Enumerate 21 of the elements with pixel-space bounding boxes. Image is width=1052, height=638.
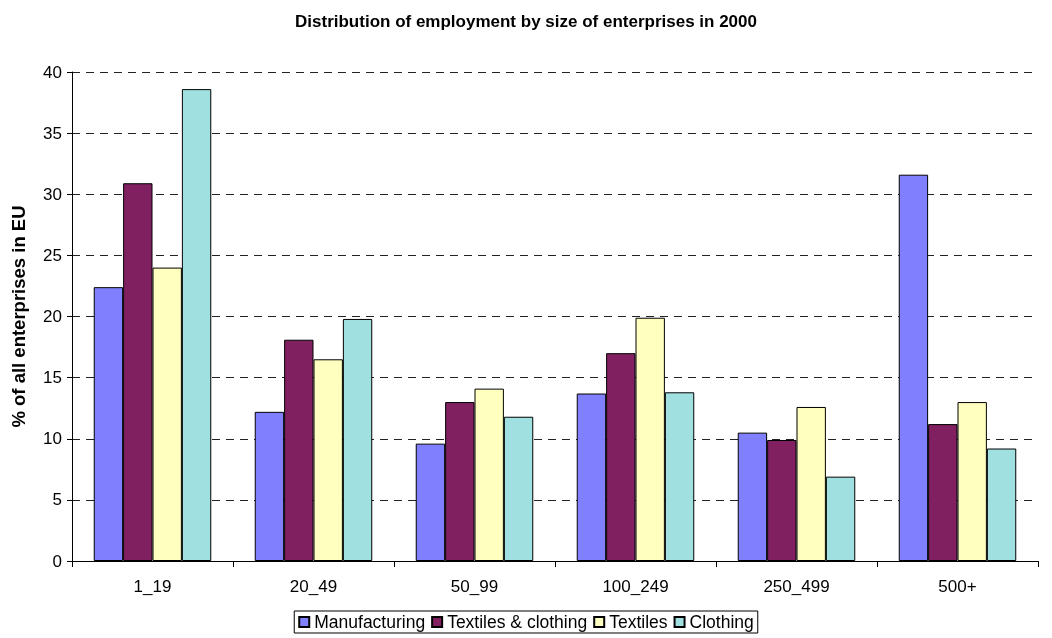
legend-label: Textiles & clothing [447, 612, 588, 632]
legend-label: Clothing [689, 612, 754, 632]
x-tick-label: 20_49 [289, 577, 338, 596]
chart-title: Distribution of employment by size of enterprises in 2000 [295, 12, 757, 31]
x-tick-label: 250_499 [763, 577, 830, 596]
y-tick-label: 10 [43, 429, 62, 449]
legend-label: Manufacturing [314, 612, 426, 632]
x-tick-label: 500+ [938, 577, 977, 596]
y-tick-label: 30 [43, 184, 62, 204]
y-tick-label: 20 [43, 307, 62, 326]
y-tick-label: 35 [43, 123, 62, 143]
y-axis-title: % of all enterprises in EU [8, 205, 29, 428]
legend-label: Textiles [609, 612, 668, 632]
x-tick-label: 100_249 [602, 577, 669, 596]
y-tick-label: 25 [43, 245, 62, 265]
y-tick-label: 0 [52, 551, 62, 571]
y-tick-label: 5 [52, 490, 62, 510]
x-tick-label: 50_99 [450, 577, 499, 596]
x-tick-label: 1_19 [133, 577, 172, 596]
y-tick-label: 40 [43, 62, 62, 82]
y-tick-label: 15 [43, 368, 62, 388]
